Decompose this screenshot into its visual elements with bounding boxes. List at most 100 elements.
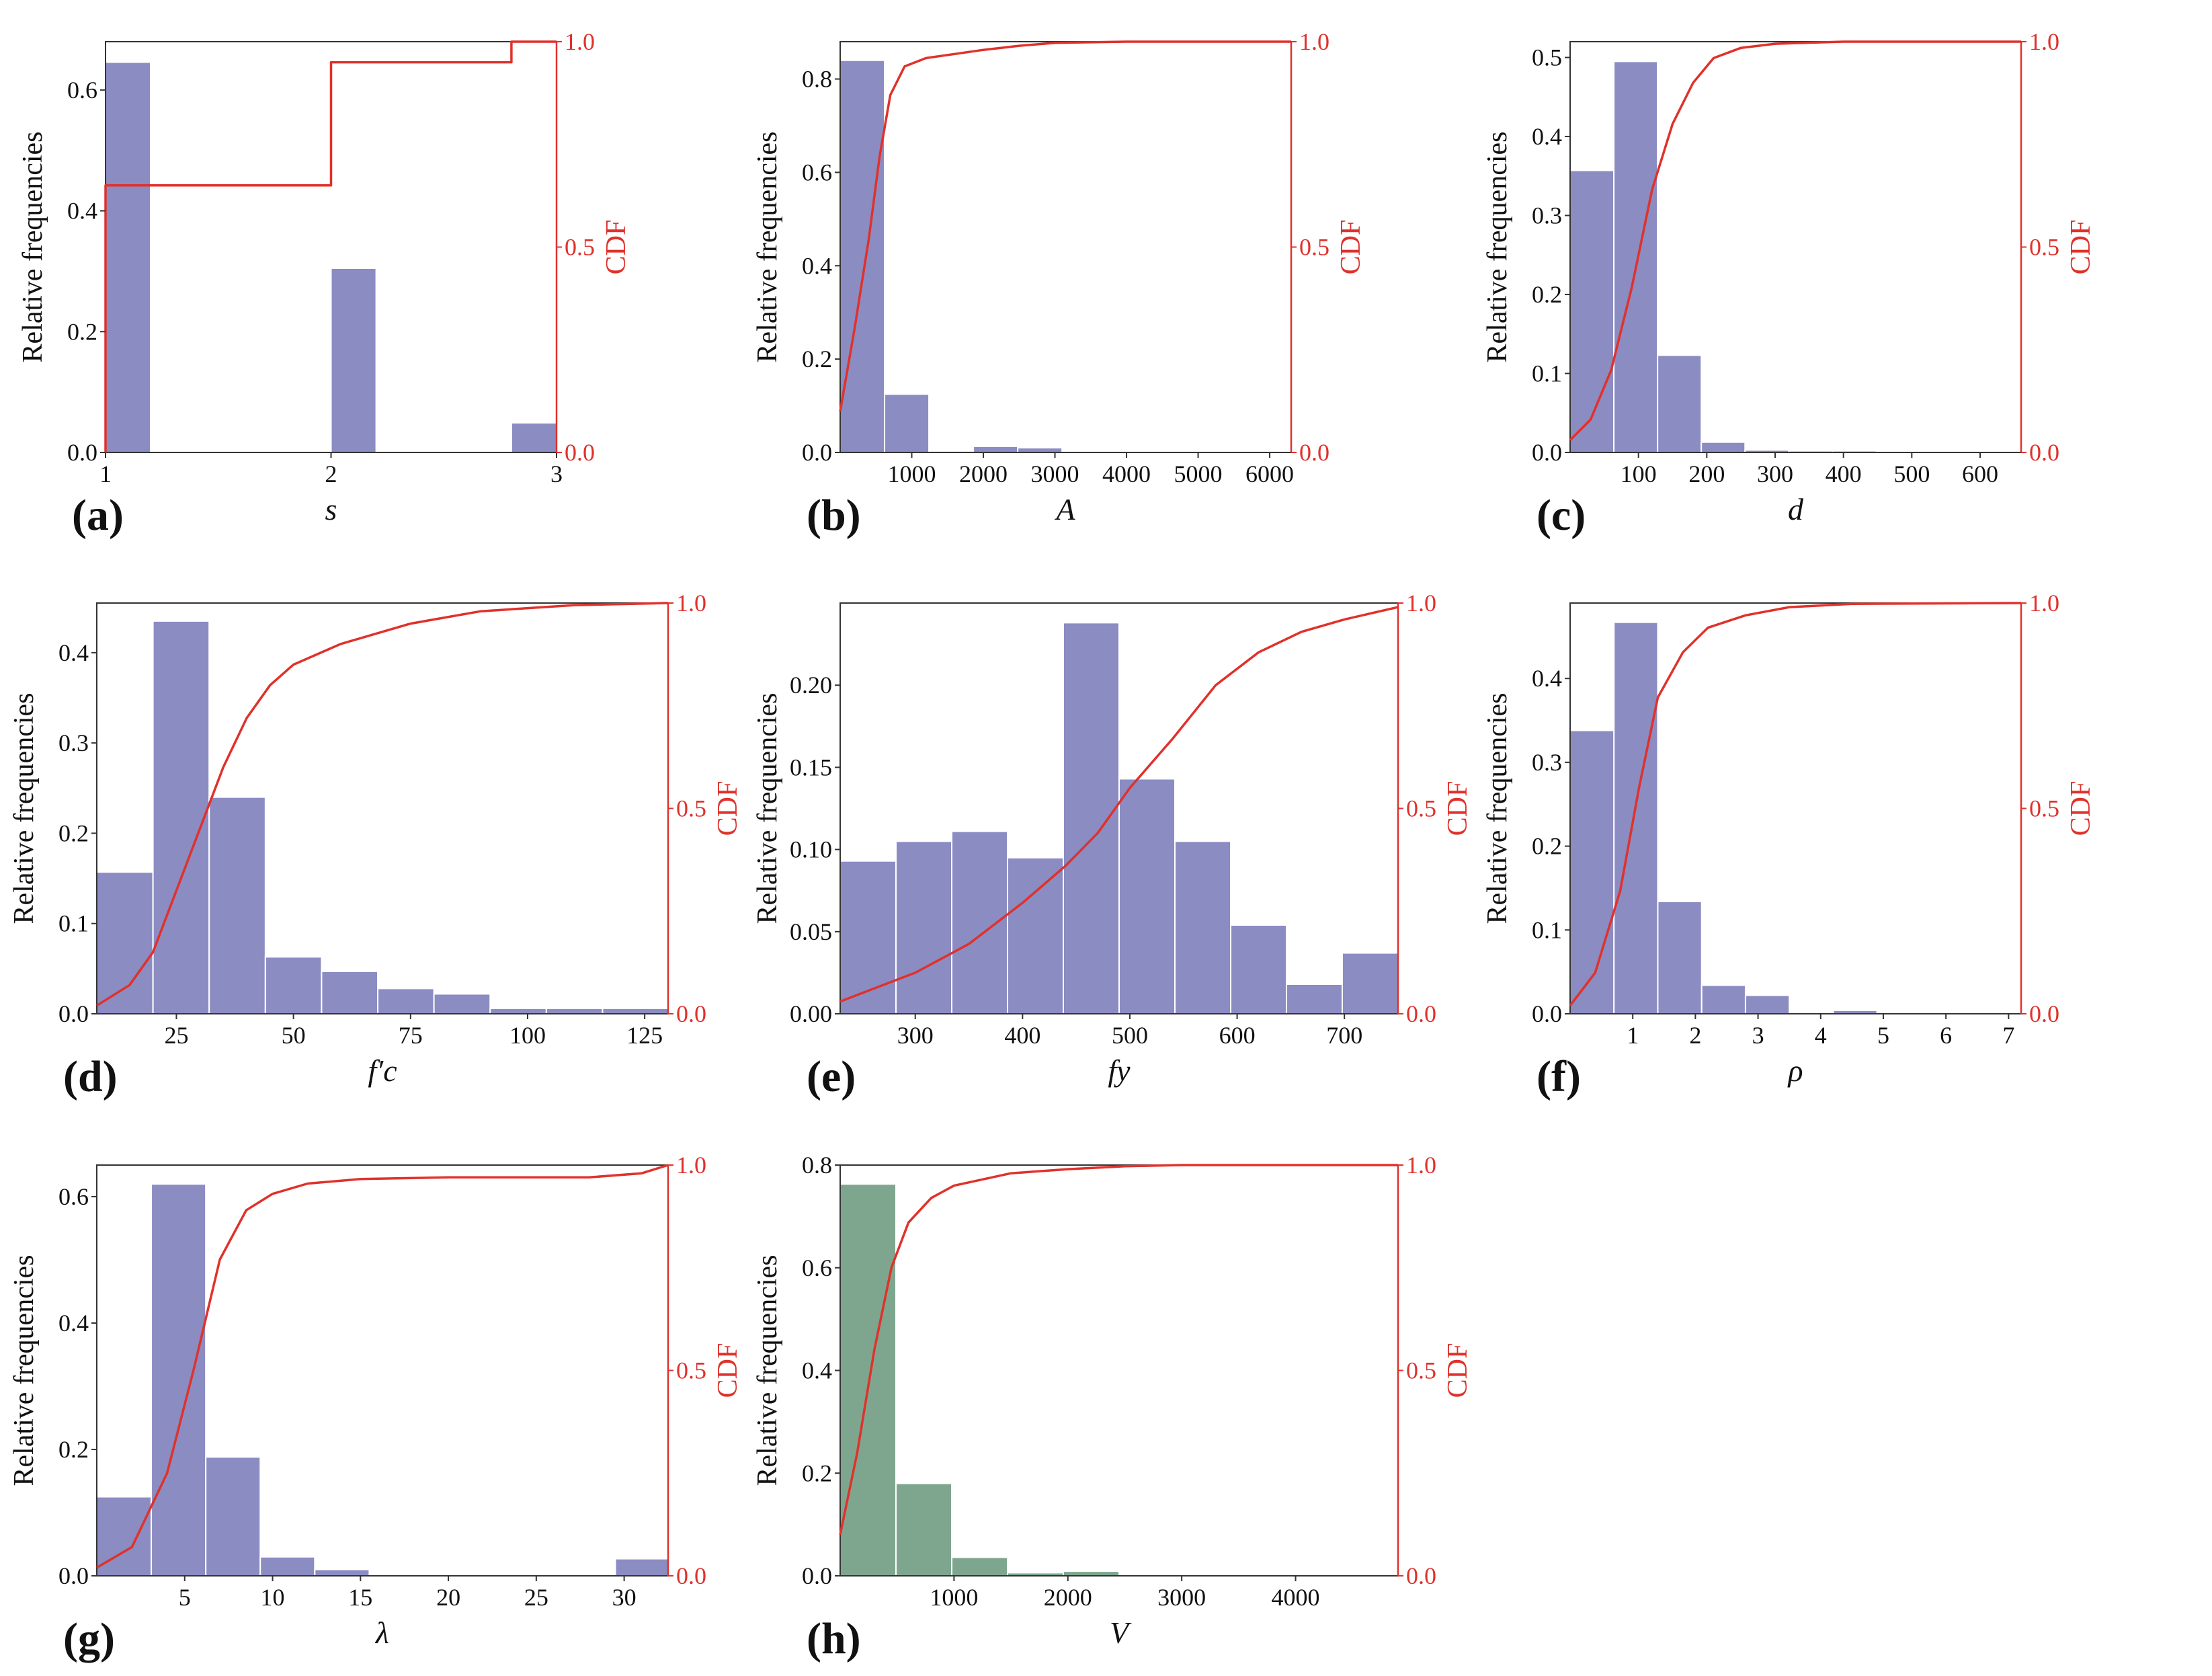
x-tick-label: 1 <box>1627 1022 1639 1049</box>
histogram-bar <box>951 830 1008 1014</box>
y-tick-label: 0.2 <box>1532 833 1562 860</box>
x-tick-label: 1000 <box>930 1584 978 1611</box>
x-tick-label: 300 <box>897 1022 934 1049</box>
histogram-bar <box>1230 924 1287 1015</box>
y-tick-label: 0.0 <box>1532 1000 1562 1027</box>
y-tick-label: 0.2 <box>67 318 97 345</box>
histogram-bar <box>1118 778 1176 1015</box>
histogram-bar <box>96 871 154 1014</box>
histogram-bar <box>1744 994 1791 1015</box>
cdf-line <box>1569 40 2021 441</box>
cdf-line <box>104 40 557 452</box>
x-tick-label: 1 <box>99 461 112 487</box>
y-tick-label: 0.4 <box>1532 123 1562 150</box>
y-tick-label: 0.1 <box>1532 916 1562 943</box>
cdf-axis-label: CDF <box>601 220 632 275</box>
histogram-bar <box>951 1556 1008 1577</box>
cdf-line <box>839 606 1399 1003</box>
histogram-bar <box>1569 169 1615 453</box>
y-tick-label: 0.4 <box>58 1310 89 1336</box>
histogram-bar <box>1701 984 1746 1015</box>
axes-frame <box>839 41 1292 453</box>
x-tick-label: 400 <box>1004 1022 1040 1049</box>
y-tick-label: 0.6 <box>58 1183 89 1210</box>
histogram-bar <box>321 970 379 1015</box>
chart-panel: 300 400 500 600 700 0.00 0.05 0.10 0.15 0.20 0.0 0.… <box>752 590 1473 1101</box>
chart-panel: 1000 2000 3000 4000 5000 60000.00.20.40.60.80… <box>752 28 1366 540</box>
x-tick-label: 4000 <box>1272 1584 1320 1611</box>
y-tick-label: 0.2 <box>58 820 89 846</box>
x-tick-label: 6 <box>1940 1022 1952 1049</box>
x-tick-label: 100 <box>509 1022 546 1049</box>
cdf-tick-label: 1.0 <box>676 590 706 616</box>
cdf-tick-label: 0.5 <box>2029 795 2059 822</box>
x-axis-label: fy <box>1108 1053 1131 1088</box>
y-tick-label: 0.4 <box>802 1357 832 1384</box>
x-tick-label: 4000 <box>1102 461 1151 487</box>
histogram-bar <box>489 1007 547 1015</box>
x-tick-label: 15 <box>348 1584 372 1611</box>
histogram-bar <box>839 860 897 1015</box>
histogram-bar <box>510 422 558 453</box>
x-tick-label: 30 <box>612 1584 637 1611</box>
y-tick-label: 0.5 <box>1532 44 1562 71</box>
y-tick-label: 0.05 <box>790 918 832 945</box>
histogram-bar <box>614 1558 669 1577</box>
y-axis-label: Relative frequencies <box>752 693 783 924</box>
cdf-axis-label: CDF <box>1336 220 1366 275</box>
histogram-bar <box>545 1007 604 1015</box>
x-tick-label: 4 <box>1815 1022 1827 1049</box>
cdf-tick-label: 0.5 <box>1299 234 1329 261</box>
y-tick-label: 0.0 <box>1532 439 1562 466</box>
histogram-bar <box>314 1568 370 1577</box>
chart-panel: 25 50 75 100 125 0.0 0.1 0.2 0.3 0.4 0.0 0.5 1.0 Rela… <box>9 590 743 1101</box>
x-tick-label: 20 <box>436 1584 460 1611</box>
cdf-axis-label: CDF <box>1442 1343 1473 1398</box>
x-tick-label: 10 <box>261 1584 285 1611</box>
y-tick-label: 0.20 <box>790 672 832 699</box>
y-tick-label: 0.1 <box>1532 360 1562 387</box>
histogram-bar <box>1017 447 1063 454</box>
y-tick-label: 0.8 <box>802 1152 832 1179</box>
histogram-bar <box>1701 441 1746 453</box>
histogram-bar <box>208 796 266 1014</box>
panel-label: (c) <box>1537 491 1586 540</box>
cdf-tick-label: 1.0 <box>1406 590 1436 616</box>
histogram-bar <box>884 393 930 453</box>
chart-panel: 100 200 300 400 500 600 0.0 0.1 0.2 0.3 0.4 0.5 0.0 0… <box>1482 28 2096 540</box>
x-tick-label: 6000 <box>1245 461 1294 487</box>
cdf-tick-label: 0.5 <box>676 1357 706 1384</box>
panel-label: (g) <box>63 1614 115 1663</box>
x-tick-label: 400 <box>1826 461 1862 487</box>
x-tick-label: 2 <box>1689 1022 1701 1049</box>
histogram-bar <box>1613 61 1659 453</box>
cdf-tick-label: 0.0 <box>1299 439 1329 466</box>
cdf-tick-label: 0.0 <box>1406 1000 1436 1027</box>
y-tick-label: 0.0 <box>58 1562 89 1589</box>
x-tick-label: 25 <box>524 1584 548 1611</box>
x-axis-label: d <box>1788 492 1804 526</box>
panel-label: (e) <box>807 1052 856 1101</box>
cdf-tick-label: 1.0 <box>676 1152 706 1179</box>
x-tick-label: 200 <box>1688 461 1725 487</box>
panel-label: (d) <box>63 1052 118 1101</box>
x-tick-label: 500 <box>1112 1022 1148 1049</box>
x-axis-label: λ <box>374 1615 389 1650</box>
x-tick-label: 25 <box>164 1022 188 1049</box>
x-axis-label: f′c <box>368 1053 397 1088</box>
cdf-line <box>1569 602 2022 1006</box>
histogram-bar <box>1657 354 1703 453</box>
panel-label: (f) <box>1537 1052 1581 1101</box>
histogram-bar <box>895 1482 952 1577</box>
y-tick-label: 0.3 <box>58 729 89 756</box>
y-tick-label: 0.1 <box>58 910 89 937</box>
x-tick-label: 1000 <box>888 461 936 487</box>
cdf-line <box>96 602 669 1007</box>
x-tick-label: 600 <box>1219 1022 1256 1049</box>
y-axis-label: Relative frequencies <box>1482 693 1513 924</box>
cdf-axis-label: CDF <box>712 1343 743 1398</box>
cdf-axis-label: CDF <box>712 781 743 836</box>
y-tick-label: 0.2 <box>802 346 832 372</box>
cdf-tick-label: 0.5 <box>565 234 595 261</box>
x-tick-label: 2 <box>325 461 337 487</box>
